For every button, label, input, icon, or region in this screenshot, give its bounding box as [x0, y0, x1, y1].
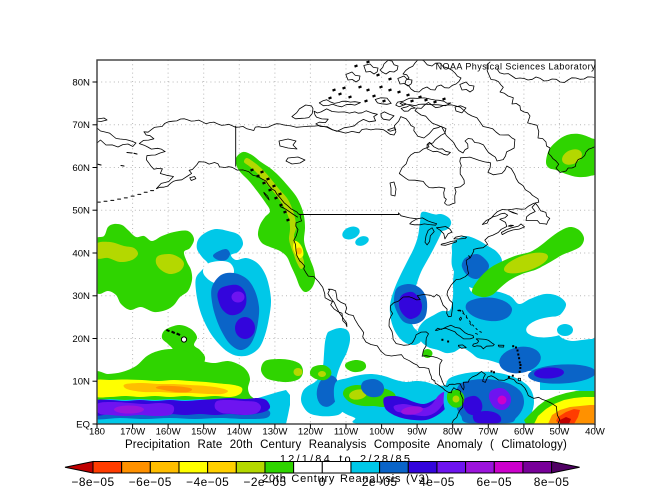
svg-text:60W: 60W — [514, 427, 535, 438]
svg-text:70W: 70W — [478, 427, 499, 438]
svg-text:−8e−05: −8e−05 — [71, 475, 114, 489]
svg-text:110W: 110W — [334, 427, 359, 438]
svg-text:6e−05: 6e−05 — [476, 475, 512, 489]
svg-text:40N: 40N — [72, 248, 90, 259]
svg-text:100W: 100W — [369, 427, 395, 438]
svg-text:180: 180 — [89, 427, 105, 438]
svg-text:20th Century Reanalysis (V3): 20th Century Reanalysis (V3) — [262, 473, 430, 485]
svg-text:30N: 30N — [72, 291, 90, 302]
svg-text:50W: 50W — [550, 427, 571, 438]
svg-text:80N: 80N — [72, 77, 90, 88]
svg-text:20N: 20N — [72, 334, 90, 345]
svg-text:80W: 80W — [443, 427, 464, 438]
svg-text:NOAA Physical Sciences Laborat: NOAA Physical Sciences Laboratory — [436, 62, 596, 72]
svg-text:40W: 40W — [585, 427, 606, 438]
svg-text:140W: 140W — [227, 427, 253, 438]
svg-text:170W: 170W — [120, 427, 146, 438]
svg-text:4e−05: 4e−05 — [419, 475, 455, 489]
svg-text:EQ: EQ — [76, 419, 90, 430]
svg-text:130W: 130W — [262, 427, 288, 438]
svg-text:50N: 50N — [72, 206, 90, 217]
svg-text:2e−05: 2e−05 — [362, 475, 398, 489]
svg-text:−2e−05: −2e−05 — [243, 475, 286, 489]
svg-text:Precipitation Rate 20th Centur: Precipitation Rate 20th Century Reanalys… — [125, 439, 567, 451]
svg-text:70N: 70N — [72, 120, 90, 131]
svg-text:150W: 150W — [191, 427, 217, 438]
svg-text:90W: 90W — [407, 427, 428, 438]
svg-text:10N: 10N — [72, 377, 90, 388]
svg-text:8e−05: 8e−05 — [534, 475, 570, 489]
svg-text:120W: 120W — [298, 427, 324, 438]
svg-text:60N: 60N — [72, 163, 90, 174]
svg-text:−4e−05: −4e−05 — [186, 475, 229, 489]
svg-text:0: 0 — [319, 475, 326, 489]
svg-text:160W: 160W — [156, 427, 182, 438]
svg-text:−6e−05: −6e−05 — [129, 475, 172, 489]
